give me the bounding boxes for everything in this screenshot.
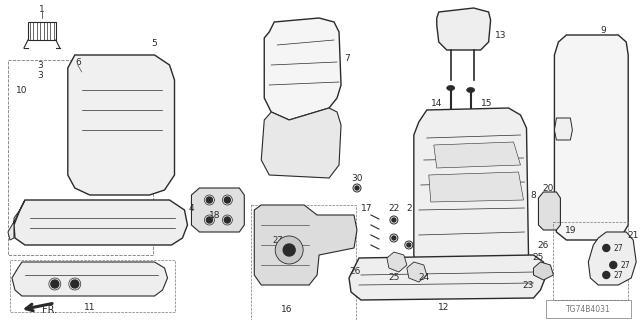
- Bar: [252, 205, 356, 320]
- Text: 18: 18: [209, 211, 220, 220]
- Text: 11: 11: [84, 302, 95, 311]
- Text: 27: 27: [613, 270, 623, 279]
- Circle shape: [392, 236, 396, 240]
- Polygon shape: [261, 108, 341, 178]
- Text: 17: 17: [361, 204, 372, 212]
- Text: 25: 25: [388, 274, 399, 283]
- Text: 10: 10: [16, 85, 28, 94]
- Text: 16: 16: [282, 306, 293, 315]
- Circle shape: [207, 197, 212, 203]
- Circle shape: [207, 217, 212, 223]
- Polygon shape: [554, 35, 628, 240]
- Polygon shape: [429, 172, 524, 202]
- Text: 26: 26: [349, 268, 361, 276]
- Polygon shape: [436, 8, 491, 50]
- Bar: [547, 300, 631, 318]
- Polygon shape: [414, 108, 529, 278]
- Circle shape: [225, 217, 230, 223]
- Polygon shape: [534, 262, 554, 280]
- Polygon shape: [349, 255, 547, 300]
- Circle shape: [392, 218, 396, 222]
- Text: 3: 3: [37, 70, 43, 79]
- Polygon shape: [14, 200, 188, 245]
- Ellipse shape: [447, 85, 454, 91]
- Text: 7: 7: [344, 53, 350, 62]
- Polygon shape: [387, 252, 407, 272]
- Text: 20: 20: [543, 183, 554, 193]
- Ellipse shape: [467, 87, 475, 92]
- Text: 27: 27: [272, 236, 282, 244]
- Polygon shape: [554, 118, 572, 140]
- Circle shape: [407, 243, 411, 247]
- Polygon shape: [254, 205, 357, 285]
- Circle shape: [390, 234, 398, 242]
- Text: 8: 8: [531, 190, 536, 199]
- Polygon shape: [68, 55, 175, 195]
- Text: 27: 27: [613, 244, 623, 252]
- Polygon shape: [264, 18, 341, 120]
- Circle shape: [603, 271, 610, 278]
- Circle shape: [225, 197, 230, 203]
- Bar: [8, 60, 152, 255]
- Polygon shape: [538, 192, 561, 230]
- Text: 6: 6: [75, 58, 81, 67]
- Circle shape: [283, 244, 295, 256]
- Text: 1: 1: [39, 4, 45, 13]
- Text: 2: 2: [406, 204, 412, 212]
- Text: 25: 25: [532, 253, 544, 262]
- Polygon shape: [12, 262, 168, 296]
- Bar: [10, 260, 175, 312]
- Text: 15: 15: [481, 99, 492, 108]
- Text: 9: 9: [600, 26, 606, 35]
- Text: 5: 5: [152, 38, 157, 47]
- Circle shape: [610, 261, 617, 268]
- Polygon shape: [191, 188, 244, 232]
- Circle shape: [390, 216, 398, 224]
- Circle shape: [275, 236, 303, 264]
- Text: 21: 21: [627, 230, 639, 239]
- Text: 14: 14: [431, 99, 442, 108]
- Text: 12: 12: [438, 303, 449, 313]
- Text: TG74B4031: TG74B4031: [566, 305, 611, 314]
- Bar: [554, 222, 628, 300]
- Circle shape: [355, 186, 359, 190]
- Circle shape: [353, 184, 361, 192]
- Circle shape: [405, 241, 413, 249]
- Circle shape: [51, 280, 59, 288]
- Circle shape: [71, 280, 79, 288]
- Text: 26: 26: [538, 241, 549, 250]
- Polygon shape: [588, 232, 636, 285]
- Text: 4: 4: [189, 204, 195, 212]
- Text: FR.: FR.: [42, 305, 58, 315]
- Text: 22: 22: [388, 204, 399, 212]
- Text: 27: 27: [620, 260, 630, 269]
- Polygon shape: [434, 142, 520, 168]
- Polygon shape: [407, 262, 427, 282]
- Text: 24: 24: [418, 274, 429, 283]
- Bar: [28, 22, 56, 40]
- Text: 3: 3: [37, 60, 43, 69]
- Text: 30: 30: [351, 173, 363, 182]
- Text: 23: 23: [523, 281, 534, 290]
- Polygon shape: [8, 200, 25, 240]
- Circle shape: [603, 244, 610, 252]
- Text: 19: 19: [564, 226, 576, 235]
- Text: 13: 13: [495, 30, 506, 39]
